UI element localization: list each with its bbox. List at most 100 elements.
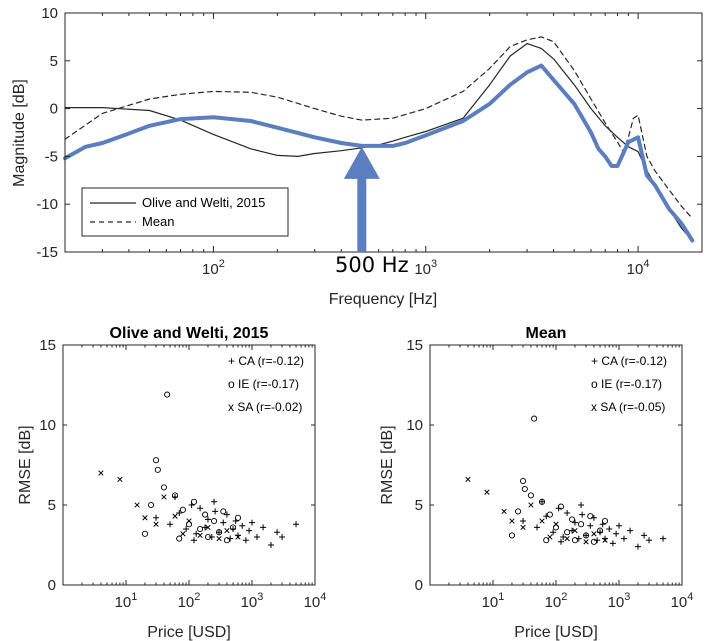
data-point-ca bbox=[587, 522, 594, 529]
tick-exponent: 4 bbox=[643, 258, 649, 270]
y-tick-label: 10 bbox=[41, 5, 58, 22]
data-point-ie bbox=[141, 530, 149, 537]
tick-base: 10 bbox=[671, 594, 688, 611]
data-point-ca bbox=[260, 524, 267, 531]
tick-exponent: 1 bbox=[131, 591, 137, 603]
data-point-ca bbox=[550, 529, 557, 536]
data-point-sa bbox=[520, 524, 526, 531]
data-point-ca bbox=[578, 502, 585, 508]
legend-label-mean: Mean bbox=[142, 214, 175, 229]
x-ticks: 101 102 103 104 bbox=[81, 345, 327, 611]
data-point-ie bbox=[543, 537, 550, 544]
data-point-ca bbox=[246, 527, 253, 534]
y-tick-label: -10 bbox=[36, 196, 58, 213]
data-point-ca bbox=[153, 514, 160, 521]
data-point-sa bbox=[172, 513, 178, 519]
data-point-sa bbox=[197, 532, 203, 539]
data-point-ca bbox=[583, 532, 590, 539]
tick-base: 10 bbox=[627, 261, 644, 278]
legend-ie: o IE (r=-0.17) bbox=[228, 377, 299, 391]
data-point-sa bbox=[117, 476, 123, 483]
tick-exponent: 3 bbox=[431, 258, 437, 270]
data-point-ca bbox=[606, 526, 613, 532]
tick-base: 10 bbox=[178, 594, 195, 611]
legend-sa: x SA (r=-0.02) bbox=[228, 400, 302, 414]
data-point-sa bbox=[216, 535, 222, 542]
data-point-ie bbox=[229, 524, 237, 531]
data-point-sa bbox=[583, 539, 589, 545]
series-line-olive-welti bbox=[64, 42, 693, 242]
tick-exponent: 4 bbox=[320, 591, 326, 603]
data-point-ie bbox=[171, 492, 179, 499]
data-point-ca bbox=[208, 534, 215, 540]
y-tick-label: 0 bbox=[48, 577, 56, 594]
data-point-ie bbox=[223, 537, 230, 544]
y-tick-label: 5 bbox=[48, 497, 56, 514]
data-point-sa bbox=[509, 518, 515, 524]
data-point-ie bbox=[190, 498, 198, 505]
data-point-ca bbox=[190, 537, 197, 544]
data-point-sa bbox=[572, 527, 578, 534]
legend-box bbox=[81, 187, 289, 237]
data-point-ca bbox=[641, 532, 648, 539]
data-point-ca bbox=[274, 529, 281, 536]
data-point-sa bbox=[547, 534, 553, 540]
data-point-ie bbox=[538, 498, 546, 505]
data-point-ca bbox=[579, 511, 586, 518]
legend: Olive and Welti, 2015 Mean bbox=[81, 187, 289, 237]
data-point-sa bbox=[539, 518, 545, 524]
series-line-highlight bbox=[63, 63, 695, 243]
data-point-sa bbox=[180, 531, 186, 537]
y-ticks: 0 5 10 15 bbox=[39, 337, 315, 594]
x-tick-label: 102 bbox=[202, 258, 225, 278]
y-tick-label: 0 bbox=[50, 101, 58, 118]
data-point-ca bbox=[242, 537, 249, 544]
data-point-ca bbox=[616, 522, 622, 529]
data-point-ca bbox=[539, 498, 546, 505]
tick-exponent: 4 bbox=[687, 591, 693, 603]
x-axis-label: Frequency [Hz] bbox=[329, 291, 437, 308]
data-point-sa bbox=[602, 537, 608, 543]
data-point-ca bbox=[634, 543, 641, 550]
y-tick-label: 5 bbox=[50, 53, 58, 70]
x-tick-label: 101 bbox=[115, 591, 138, 611]
y-ticks: -15 -10 -5 0 5 10 bbox=[36, 5, 702, 261]
x-tick-label: 104 bbox=[627, 258, 650, 278]
data-point-ca bbox=[520, 518, 527, 524]
data-point-ie bbox=[220, 508, 227, 515]
data-point-ie bbox=[154, 466, 161, 473]
tick-base: 10 bbox=[545, 594, 562, 611]
tick-base: 10 bbox=[482, 594, 499, 611]
annotation-label: 500 Hz bbox=[335, 253, 409, 277]
data-point-ca bbox=[202, 524, 209, 531]
data-point-sa bbox=[235, 534, 241, 540]
y-axis-label: RMSE [dB] bbox=[17, 425, 34, 504]
x-ticks: 102 103 104 bbox=[64, 13, 703, 278]
data-point-ie bbox=[153, 457, 160, 464]
data-point-ie bbox=[587, 513, 594, 520]
data-point-sa bbox=[564, 535, 570, 542]
data-point-sa bbox=[205, 524, 211, 531]
data-point-ca bbox=[613, 530, 620, 537]
y-tick-label: -5 bbox=[45, 148, 58, 165]
x-tick-label: 104 bbox=[304, 591, 327, 611]
data-point-sa bbox=[98, 470, 104, 476]
legend-ca: + CA (r=-0.12) bbox=[228, 354, 304, 368]
data-point-ie bbox=[546, 511, 553, 518]
data-point-ca bbox=[204, 516, 211, 523]
x-tick-label: 102 bbox=[178, 591, 201, 611]
data-point-ie bbox=[197, 525, 204, 533]
y-tick-label: -15 bbox=[36, 244, 58, 261]
data-point-ca bbox=[220, 519, 227, 526]
y-tick-label: 10 bbox=[406, 417, 423, 434]
data-point-ie bbox=[564, 529, 571, 536]
tick-base: 10 bbox=[241, 594, 258, 611]
data-point-ca bbox=[279, 534, 286, 540]
data-point-ie bbox=[601, 517, 609, 525]
data-point-ie bbox=[211, 517, 218, 525]
data-point-sa bbox=[501, 508, 507, 515]
data-point-sa bbox=[465, 476, 471, 483]
